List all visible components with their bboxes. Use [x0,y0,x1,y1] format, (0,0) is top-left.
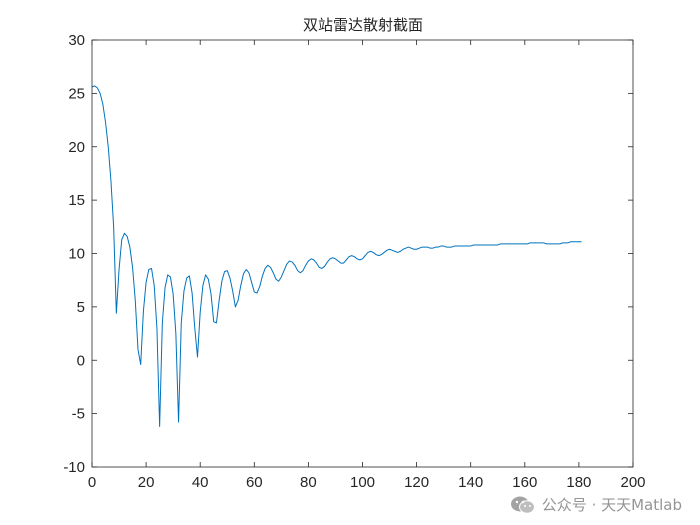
x-tick-label: 100 [350,474,375,491]
y-tick-label: 5 [77,299,85,316]
series-line-0 [91,85,582,427]
y-tick-label: -10 [63,459,85,476]
chart-title: 双站雷达散射截面 [303,16,423,34]
plot-area [92,40,633,467]
y-tick-label: 20 [68,139,85,156]
x-tick-label: 120 [404,474,429,491]
x-tick-label: 20 [138,474,155,491]
x-tick-label: 200 [620,474,645,491]
watermark: 公众号 · 天天Matlab [510,494,682,515]
x-tick-label: 80 [300,474,317,491]
x-tick-label: 40 [192,474,209,491]
y-tick-label: 15 [68,192,85,209]
y-tick-label: 25 [68,85,85,102]
x-tick-label: 60 [246,474,263,491]
y-tick-label: 30 [68,32,85,49]
x-tick-label: 0 [88,474,96,491]
x-tick-label: 180 [566,474,591,491]
x-tick-label: 160 [512,474,537,491]
y-tick-label: 10 [68,246,85,263]
wechat-icon [510,496,535,514]
axes-box [91,39,634,468]
watermark-text: 公众号 · 天天Matlab [541,496,682,514]
y-tick-label: 0 [77,352,85,369]
data-layer [91,85,582,427]
y-tick-label: -5 [72,406,85,423]
tick-layer: 0 20 40 60 80 100 120 140 160 180 200 -10 -5 0 5 10 15 20… [63,32,645,491]
x-tick-label: 140 [458,474,483,491]
